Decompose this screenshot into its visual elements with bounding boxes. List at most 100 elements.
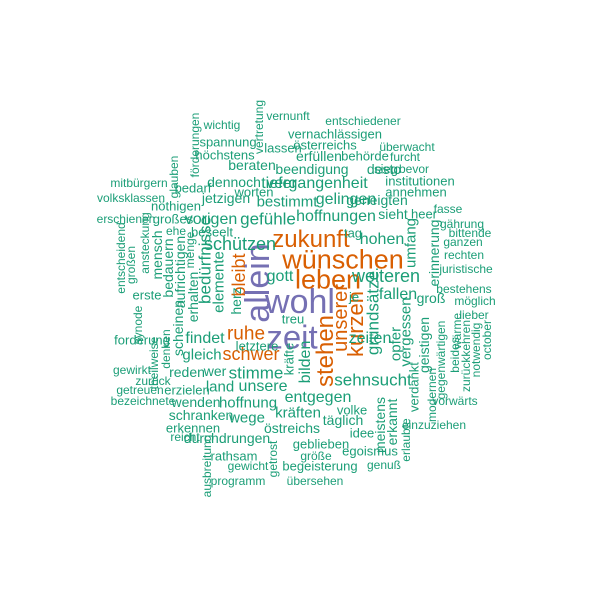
- word-143: vertretung: [252, 99, 266, 155]
- word-122: getrost: [266, 440, 280, 478]
- word-104: juristische: [439, 262, 493, 276]
- word-16: stimme: [228, 363, 284, 383]
- word-50: dennoch: [207, 174, 261, 190]
- word-35: umfang: [402, 217, 420, 269]
- word-47: täglich: [322, 412, 364, 428]
- word-101: bittende: [448, 226, 492, 240]
- word-125: ausbreitung: [200, 434, 214, 498]
- word-83: worten: [234, 184, 274, 200]
- word-86: heer: [410, 206, 438, 222]
- word-68: erste: [132, 287, 162, 303]
- word-116: verdankt: [406, 362, 422, 412]
- word-139: mitbürgern: [110, 176, 168, 190]
- word-81: tag: [343, 225, 363, 241]
- word-72: rathsam: [210, 448, 258, 464]
- word-97: sieg: [374, 161, 398, 177]
- word-52: geneigten: [346, 192, 408, 208]
- word-90: spannung: [199, 134, 257, 150]
- word-43: reden: [169, 364, 205, 380]
- word-103: rechten: [443, 248, 485, 262]
- word-40: wege: [229, 409, 265, 427]
- word-2: zeit: [266, 318, 318, 356]
- word-124: programm: [210, 474, 266, 488]
- word-119: genuß: [366, 458, 402, 472]
- word-0: wohl: [265, 283, 335, 321]
- word-70: erzielen: [164, 382, 210, 398]
- word-112: beides: [448, 337, 462, 373]
- word-117: einzuziehen: [401, 418, 467, 432]
- word-13: weiteren: [351, 266, 421, 286]
- word-96: annehmen: [385, 184, 447, 200]
- word-84: großes: [152, 211, 194, 227]
- word-22: fallen: [378, 286, 418, 303]
- word-10: schwer: [222, 344, 280, 364]
- word-45: durchdrungen: [183, 430, 271, 446]
- word-9: ruhe: [226, 323, 266, 345]
- word-129: gewirkt: [112, 363, 152, 377]
- word-46: östreichs: [263, 420, 321, 436]
- word-62: groß: [416, 290, 446, 306]
- word-79: letztere: [235, 338, 279, 354]
- word-87: bedarf: [174, 180, 212, 196]
- word-76: idee: [349, 425, 375, 441]
- word-149: ehe: [165, 224, 187, 238]
- word-82: je: [348, 289, 360, 305]
- word-32: elemente: [210, 251, 228, 313]
- word-67: desto: [366, 161, 402, 177]
- word-136: entscheidend: [114, 222, 128, 294]
- word-59: herz: [228, 287, 244, 315]
- word-106: möglich: [454, 294, 496, 308]
- word-126: reicht: [170, 430, 200, 444]
- word-60: erinnerung: [426, 219, 442, 287]
- word-28: gott: [266, 268, 294, 285]
- word-31: bilden: [297, 340, 314, 384]
- word-77: volke: [336, 402, 368, 418]
- word-42: wenden: [171, 394, 221, 410]
- word-27: findet: [185, 330, 225, 347]
- word-130: zurück: [135, 374, 171, 388]
- word-98: bevor: [398, 162, 430, 176]
- word-100: gährung: [439, 217, 485, 231]
- word-23: zeiten: [348, 330, 392, 347]
- word-54: erhalten: [185, 271, 201, 323]
- word-137: erschienen: [96, 212, 156, 226]
- word-38: gleich: [182, 346, 222, 364]
- word-110: october: [480, 319, 494, 361]
- word-146: überwacht: [379, 140, 435, 154]
- word-95: institutionen: [385, 173, 455, 189]
- word-15: gefühle: [240, 209, 296, 229]
- word-105: bestehens: [436, 282, 492, 296]
- word-12: schützen: [203, 234, 277, 254]
- word-41: schranken: [168, 407, 234, 423]
- word-142: wichtig: [203, 118, 241, 132]
- word-18: hoffnungen: [296, 208, 376, 225]
- word-128: getreuen: [116, 383, 164, 397]
- word-39: land: [205, 378, 235, 396]
- word-30: entgegen: [284, 389, 352, 406]
- word-17: sehnsucht: [334, 370, 412, 390]
- word-71: erkennen: [165, 420, 221, 436]
- word-91: lassen: [264, 140, 302, 156]
- word-102: ganzen: [443, 235, 483, 249]
- word-25: vorigen: [184, 211, 238, 228]
- word-127: bezeichnete: [110, 394, 176, 408]
- word-36: hoffnung: [218, 394, 278, 412]
- word-44: wer: [203, 363, 227, 379]
- word-20: gelingen: [315, 191, 377, 208]
- word-141: förderungen: [188, 112, 202, 178]
- word-75: geblieben: [292, 436, 350, 452]
- word-65: beraten: [228, 157, 276, 173]
- word-80: kräfte: [281, 342, 297, 376]
- word-58: mensch: [149, 230, 165, 280]
- word-73: begeisterung: [282, 458, 358, 474]
- word-48: bestimmt: [256, 193, 318, 211]
- word-88: nöthigen: [151, 198, 201, 214]
- word-147: furcht: [389, 150, 421, 164]
- word-29: unsere: [238, 378, 288, 395]
- word-26: tiefer: [261, 175, 297, 192]
- word-99: fasse: [433, 202, 463, 216]
- word-123: gewicht: [227, 459, 269, 473]
- word-89: höchstens: [195, 147, 255, 163]
- word-19: vergangenheit: [266, 175, 368, 192]
